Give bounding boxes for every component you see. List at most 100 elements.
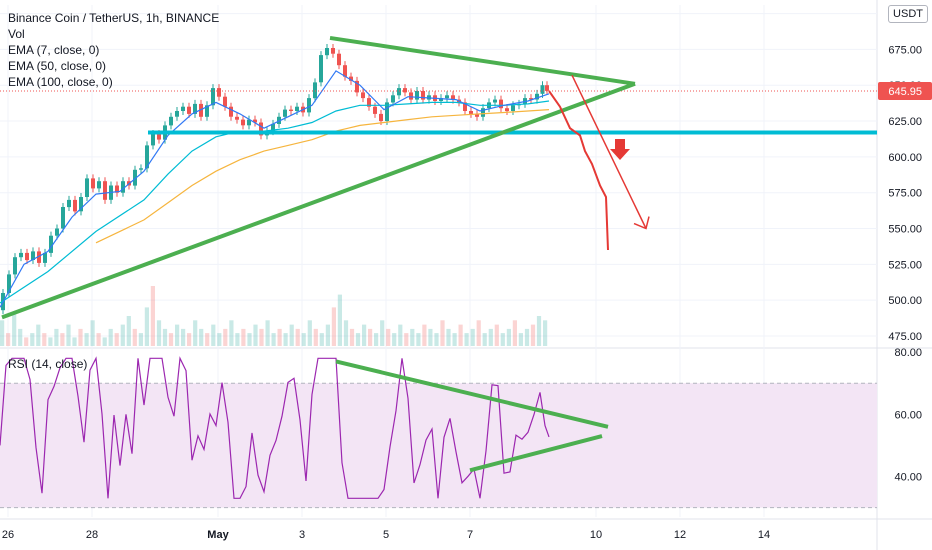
volume-bar <box>223 328 228 346</box>
chart-title: Binance Coin / TetherUS, 1h, BINANCE Vol… <box>8 10 219 90</box>
volume-bar <box>368 328 373 346</box>
volume-bar <box>325 324 330 346</box>
time-tick-label: 7 <box>467 529 473 541</box>
volume-bar <box>199 328 204 346</box>
candle-body <box>37 251 41 263</box>
volume-bar <box>440 320 445 346</box>
candle-body <box>55 228 59 236</box>
volume-bar <box>175 324 180 346</box>
volume-bars <box>0 286 548 346</box>
rsi-legend: RSI (14, close) <box>8 357 88 371</box>
volume-bar <box>452 333 457 346</box>
candle-body <box>145 145 149 169</box>
candle-body <box>451 95 455 100</box>
projection-arrowhead <box>633 216 650 230</box>
current-price-tag <box>878 82 932 101</box>
volume-bar <box>48 337 53 346</box>
candle-body <box>283 109 287 117</box>
rsi-pane <box>0 356 877 509</box>
volume-bar <box>253 324 258 346</box>
volume-bar <box>12 311 17 346</box>
down-arrow-icon <box>610 139 630 160</box>
candle-body <box>43 252 47 263</box>
volume-bar <box>114 333 119 346</box>
candle-body <box>49 235 53 253</box>
candle-body <box>421 91 425 100</box>
candle-body <box>211 88 215 106</box>
volume-bar <box>307 320 312 346</box>
volume-bar <box>36 324 41 346</box>
candle-body <box>199 103 203 117</box>
volume-bar <box>446 328 451 346</box>
rsi-band <box>0 383 877 508</box>
candle-body <box>19 252 23 258</box>
currency-button[interactable]: USDT <box>888 5 928 23</box>
volume-bar <box>60 333 65 346</box>
volume-bar <box>524 328 530 346</box>
volume-bar <box>410 328 415 346</box>
volume-bar <box>18 328 23 346</box>
volume-bar <box>30 333 35 346</box>
candle-body <box>319 55 323 83</box>
volume-bar <box>362 324 367 346</box>
candle-body <box>253 119 257 123</box>
volume-bar <box>162 328 168 346</box>
candle-body <box>205 105 209 117</box>
candle-body <box>13 257 17 275</box>
candle-body <box>103 181 107 200</box>
candle-body <box>217 88 221 97</box>
volume-bar <box>319 333 324 346</box>
volume-bar <box>313 328 318 346</box>
candle-body <box>157 133 161 140</box>
candle-body <box>151 133 155 146</box>
candle-body <box>277 116 281 124</box>
candle-body <box>133 169 137 186</box>
triangle-upper-line <box>329 35 636 86</box>
candle-body <box>391 95 395 103</box>
axes: 700.00675.00650.00625.00600.00575.00550.… <box>2 9 932 541</box>
volume-bar <box>380 320 385 346</box>
candle-body <box>139 168 143 170</box>
volume-bar <box>144 307 149 346</box>
candle-body <box>307 98 311 113</box>
rsi-tick-label: 40.00 <box>894 472 922 484</box>
candle-body <box>67 199 71 208</box>
volume-bar <box>78 328 83 346</box>
volume-bar <box>428 328 433 346</box>
time-tick-label: 5 <box>383 529 389 541</box>
volume-bar <box>506 328 511 346</box>
volume-bar <box>434 333 439 346</box>
volume-bar <box>283 333 288 346</box>
candle-body <box>403 88 407 93</box>
candle-body <box>97 181 101 189</box>
candle-body <box>535 93 539 100</box>
candle-body <box>229 106 233 117</box>
volume-bar <box>422 324 427 346</box>
volume-bar <box>187 333 192 346</box>
candle-body <box>511 105 515 111</box>
volume-bar <box>398 324 403 346</box>
price-tick-label: 675.00 <box>888 44 922 56</box>
candle-body <box>397 88 401 96</box>
volume-bar <box>211 324 216 346</box>
volume-bar <box>126 316 131 346</box>
volume-bar <box>476 320 481 346</box>
volume-bar <box>331 307 336 346</box>
candle-body <box>7 274 11 293</box>
candle-body <box>463 102 467 111</box>
candle-body <box>121 181 125 193</box>
volume-bar <box>84 333 89 346</box>
volume-bar <box>470 328 475 346</box>
candle-body <box>385 102 389 121</box>
time-tick-label: 14 <box>758 529 770 541</box>
volume-bar <box>193 320 198 346</box>
candle-body <box>295 106 299 111</box>
volume-bar <box>265 320 270 346</box>
candle-body <box>355 80 359 93</box>
candle-body <box>289 109 293 111</box>
candle-body <box>373 106 377 114</box>
volume-bar <box>102 337 107 346</box>
volume-bar <box>543 320 548 346</box>
volume-bar <box>289 324 294 346</box>
